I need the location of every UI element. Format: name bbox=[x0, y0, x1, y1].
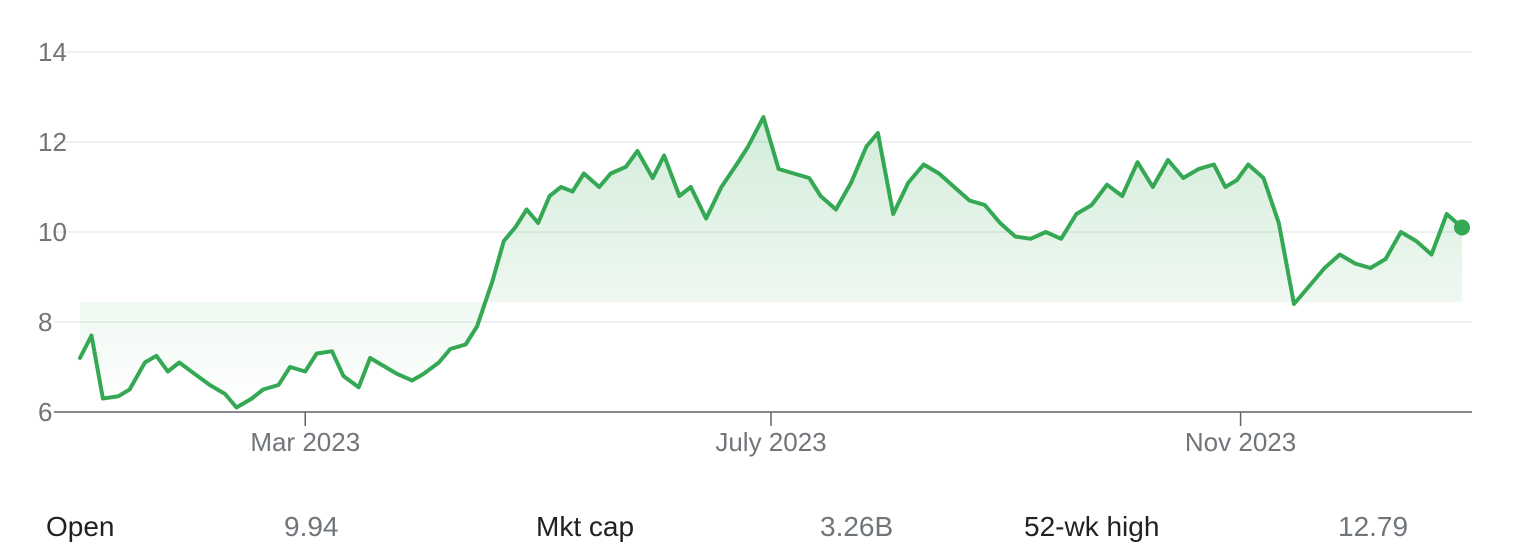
y-axis-ticks: 6 8 10 12 14 bbox=[38, 37, 67, 427]
x-tick-label: July 2023 bbox=[715, 427, 826, 457]
x-axis-ticks: Mar 2023 July 2023 Nov 2023 bbox=[250, 412, 1296, 457]
price-line bbox=[78, 115, 1464, 410]
stat-label-open: Open bbox=[46, 511, 115, 542]
y-tick-label: 10 bbox=[38, 217, 67, 247]
x-tick-label: Mar 2023 bbox=[250, 427, 360, 457]
price-area bbox=[80, 117, 1462, 408]
key-stats: Open 9.94 Mkt cap 3.26B 52-wk high 12.79 bbox=[0, 505, 1532, 552]
stat-label-52wk-high: 52-wk high bbox=[1024, 511, 1160, 542]
stat-label-mkt-cap: Mkt cap bbox=[536, 511, 635, 542]
stat-value-52wk-high: 12.79 bbox=[1338, 511, 1409, 542]
y-tick-label: 8 bbox=[38, 307, 52, 337]
y-tick-label: 6 bbox=[38, 397, 52, 427]
price-chart: 6 8 10 12 14 Mar 2023 July 2023 Nov 2023 bbox=[38, 37, 1472, 457]
y-tick-label: 12 bbox=[38, 127, 67, 157]
y-tick-label: 14 bbox=[38, 37, 67, 67]
latest-price-marker[interactable] bbox=[1454, 219, 1470, 236]
stat-value-mkt-cap: 3.26B bbox=[820, 511, 894, 542]
stat-value-open: 9.94 bbox=[284, 511, 339, 542]
x-tick-label: Nov 2023 bbox=[1185, 427, 1296, 457]
